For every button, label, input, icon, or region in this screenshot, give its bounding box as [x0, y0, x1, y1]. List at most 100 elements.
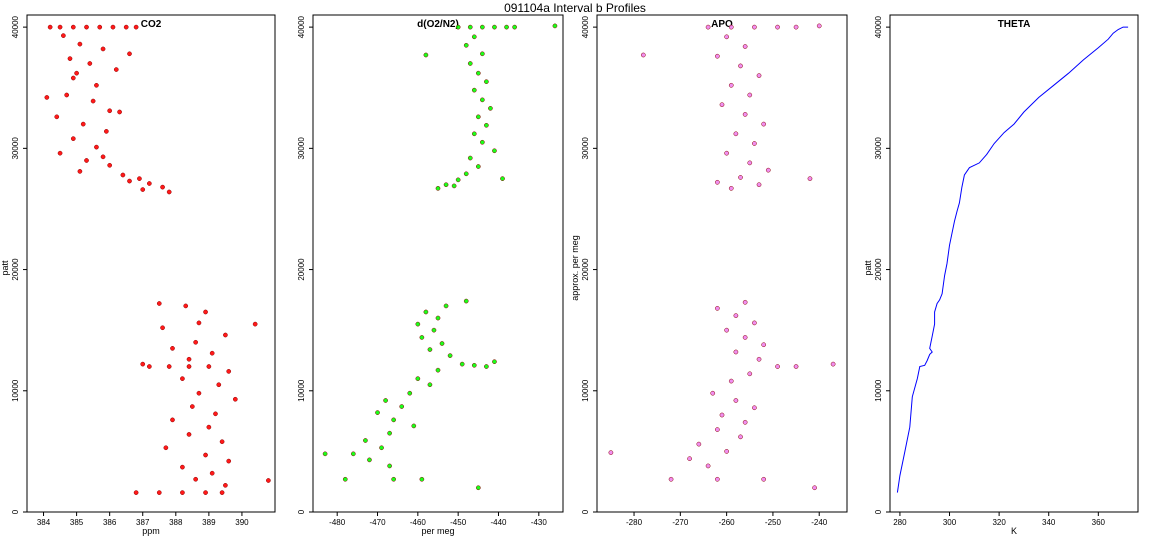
y-tick-label: 30000 [581, 137, 590, 160]
data-point [232, 396, 238, 402]
data-point [322, 451, 328, 457]
y-tick-label: 30000 [297, 137, 306, 160]
data-point [484, 79, 489, 85]
data-point [391, 476, 396, 482]
data-point [383, 398, 388, 403]
data-point [696, 441, 702, 447]
plot-frame [312, 14, 564, 513]
y-tick-label: 0 [11, 509, 20, 514]
data-point [480, 139, 485, 145]
data-point [216, 382, 222, 388]
data-point [140, 187, 146, 192]
data-point [57, 24, 63, 30]
data-point [455, 24, 461, 30]
data-point [166, 364, 172, 369]
data-point [252, 321, 258, 327]
data-point [107, 162, 113, 168]
data-point [203, 452, 208, 458]
x-tick-label: 388 [169, 518, 183, 527]
data-point [180, 490, 185, 495]
data-point [816, 23, 822, 29]
x-tick-label: -440 [490, 518, 507, 527]
data-point [140, 361, 146, 367]
data-point [742, 299, 748, 305]
data-point [439, 341, 445, 346]
data-point [447, 353, 453, 358]
data-point [756, 182, 762, 188]
y-tick-label: 30000 [11, 137, 20, 160]
data-point [226, 458, 232, 464]
data-point [206, 364, 212, 369]
data-point [738, 175, 743, 180]
data-point [451, 183, 457, 189]
data-point [427, 347, 433, 352]
data-point [166, 189, 172, 195]
data-point [467, 24, 473, 30]
data-point [728, 82, 734, 88]
data-point [427, 382, 433, 388]
y-tick-label: 0 [297, 509, 306, 514]
data-point [775, 364, 780, 369]
data-point [608, 450, 614, 455]
data-point [552, 23, 558, 29]
data-point [186, 432, 192, 437]
y-axis-label: patt [863, 260, 873, 276]
data-point [156, 490, 162, 495]
data-point [44, 95, 50, 100]
data-point [687, 456, 692, 462]
data-point [724, 150, 729, 156]
y-axis-label: patt [0, 260, 10, 276]
y-tick-label: 10000 [874, 379, 883, 402]
data-point [705, 463, 711, 469]
data-point [193, 339, 198, 345]
data-point [423, 309, 429, 315]
data-point [104, 129, 109, 134]
data-point [127, 178, 132, 184]
data-point [775, 24, 780, 30]
data-point [765, 167, 771, 173]
data-point [705, 24, 711, 30]
data-point [80, 121, 86, 127]
y-tick-label: 40000 [874, 15, 883, 38]
data-point [715, 53, 720, 59]
plot-frame [596, 14, 848, 513]
data-point [77, 41, 83, 47]
data-point [193, 476, 198, 482]
data-point [480, 97, 485, 103]
x-tick-label: 340 [1042, 518, 1056, 527]
data-point [137, 176, 142, 181]
data-point [423, 52, 429, 58]
plot-frame [26, 14, 276, 513]
data-point [475, 114, 481, 120]
data-point [419, 335, 425, 340]
data-point [170, 417, 175, 423]
data-point [363, 438, 368, 443]
data-point [756, 356, 762, 362]
plot-frame [889, 14, 1139, 513]
data-point [512, 24, 517, 30]
data-point [435, 367, 441, 373]
data-point [342, 476, 348, 482]
data-point [70, 136, 76, 141]
data-point [747, 160, 753, 166]
data-point [435, 185, 441, 191]
data-point [163, 445, 169, 451]
data-point [219, 439, 225, 445]
figure-title: 091104a Interval b Profiles [504, 1, 646, 15]
data-point [463, 171, 469, 177]
data-point [367, 457, 372, 463]
x-axis-label: K [1011, 526, 1017, 536]
data-point [203, 490, 208, 495]
data-point [747, 371, 753, 377]
x-tick-label: 389 [202, 518, 216, 527]
data-point [196, 390, 202, 396]
x-tick-label: -250 [765, 518, 782, 527]
data-point [728, 24, 734, 30]
data-point [70, 75, 76, 81]
data-point [724, 327, 729, 333]
y-tick-label: 0 [581, 509, 590, 514]
y-tick-label: 30000 [874, 137, 883, 160]
data-point [484, 122, 489, 128]
data-point [54, 114, 60, 120]
